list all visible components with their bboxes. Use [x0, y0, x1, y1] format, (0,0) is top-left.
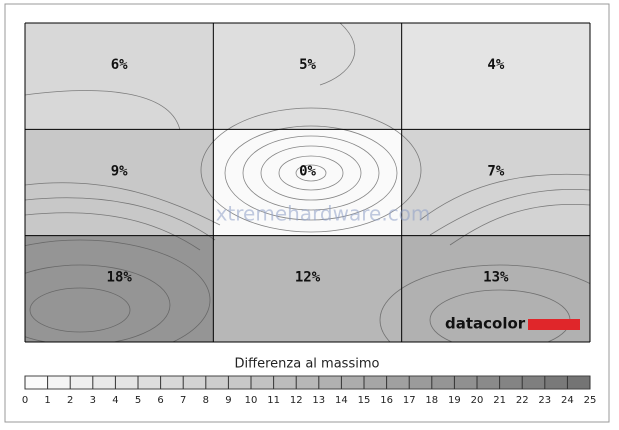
contours — [25, 23, 590, 342]
cell — [25, 129, 214, 236]
cell — [213, 235, 402, 342]
colorbar-tick-label: 20 — [471, 395, 484, 406]
colorbar-segment — [364, 376, 387, 389]
colorbar-segment — [160, 376, 184, 389]
colorbar-tick-label: 21 — [493, 395, 506, 406]
colorbar-segment — [251, 376, 274, 389]
colorbar-segment — [409, 376, 432, 389]
colorbar-segment — [47, 376, 71, 389]
cell-label: 4% — [487, 57, 504, 73]
colorbar-segment — [386, 376, 410, 389]
colorbar-tick-label: 25 — [584, 395, 597, 406]
colorbar-segment — [499, 376, 523, 389]
cell — [25, 235, 214, 342]
colorbar-tick-label: 13 — [312, 395, 325, 406]
watermark: xtremehardware.com — [216, 202, 431, 226]
colorbar-title: Differenza al massimo — [235, 357, 380, 372]
colorbar-tick-label: 3 — [90, 395, 96, 406]
cell-label: 5% — [299, 57, 316, 73]
cell-label: 7% — [487, 163, 504, 179]
colorbar-segment — [341, 376, 364, 389]
colorbar-segment — [544, 376, 568, 389]
grid: 6% 5% 4% 9% 0% 7% 18% 12% 13% — [24, 22, 591, 343]
cell-label: 18% — [107, 270, 133, 286]
colorbar-tick-label: 23 — [538, 395, 551, 406]
colorbar-segment — [431, 376, 455, 389]
colorbar-tick-label: 4 — [112, 395, 118, 406]
colorbar-segment — [183, 376, 206, 389]
colorbar-tick-label: 1 — [44, 395, 50, 406]
colorbar-tick-label: 17 — [403, 395, 416, 406]
colorbar-segment — [567, 376, 590, 389]
logo-bar — [528, 319, 580, 330]
cell — [213, 23, 402, 130]
colorbar-segment — [115, 376, 138, 389]
colorbar-tick-label: 15 — [358, 395, 371, 406]
cell-label: 6% — [111, 57, 128, 73]
colorbar-tick-label: 0 — [22, 395, 28, 406]
cell-label: 9% — [111, 163, 128, 179]
colorbar-tick-label: 7 — [180, 395, 186, 406]
colorbar-segment — [454, 376, 477, 389]
colorbar-segment — [228, 376, 251, 389]
colorbar-segment — [273, 376, 297, 389]
colorbar-tick-label: 2 — [67, 395, 73, 406]
colorbar-tick-label: 5 — [135, 395, 141, 406]
colorbar-segment — [477, 376, 500, 389]
colorbar-tick-label: 8 — [203, 395, 209, 406]
cell-label: 13% — [483, 270, 509, 286]
cell — [401, 23, 590, 130]
colorbar-tick-label: 9 — [225, 395, 231, 406]
colorbar-segment — [92, 376, 116, 389]
cell-label: 12% — [295, 270, 321, 286]
cell-label: 0% — [299, 163, 316, 179]
logo: datacolor — [445, 315, 526, 333]
colorbar-tick-label: 6 — [157, 395, 163, 406]
colorbar-tick-label: 14 — [335, 395, 348, 406]
colorbar-segment — [296, 376, 319, 389]
colorbar-segment — [25, 376, 48, 389]
colorbar: 0 1 2 3 4 5 6 7 8 9 10 11 12 13 14 15 16 17 18 19 20 21 22 23 24… — [22, 375, 597, 406]
colorbar-tick-label: 24 — [561, 395, 574, 406]
colorbar-tick-label: 10 — [245, 395, 258, 406]
colorbar-tick-label: 11 — [267, 395, 280, 406]
colorbar-segment — [522, 376, 545, 389]
colorbar-segment — [70, 376, 93, 389]
colorbar-tick-label: 18 — [425, 395, 438, 406]
colorbar-tick-label: 16 — [380, 395, 393, 406]
colorbar-tick-label: 22 — [516, 395, 529, 406]
colorbar-tick-label: 12 — [290, 395, 303, 406]
colorbar-segment — [138, 376, 161, 389]
colorbar-segment — [318, 376, 342, 389]
colorbar-tick-label: 19 — [448, 395, 461, 406]
colorbar-segment — [205, 376, 229, 389]
cell — [25, 23, 214, 130]
